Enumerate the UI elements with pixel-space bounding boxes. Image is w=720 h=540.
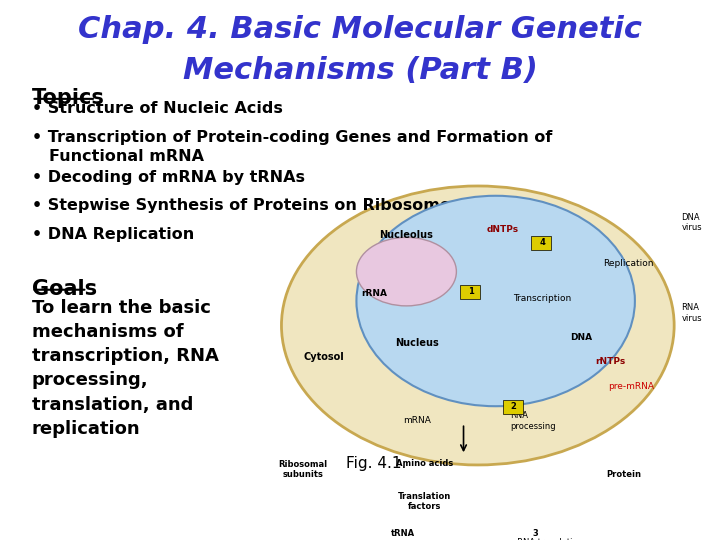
Ellipse shape [282, 186, 674, 465]
FancyBboxPatch shape [503, 400, 523, 414]
Text: • Transcription of Protein-coding Genes and Formation of: • Transcription of Protein-coding Genes … [32, 130, 552, 145]
Text: Cytosol: Cytosol [304, 353, 345, 362]
Text: Chap. 4. Basic Molecular Genetic: Chap. 4. Basic Molecular Genetic [78, 15, 642, 44]
Text: rRNA: rRNA [361, 289, 387, 298]
Text: Mechanisms (Part B): Mechanisms (Part B) [183, 56, 537, 85]
Text: Protein: Protein [607, 470, 642, 479]
Text: 2: 2 [510, 402, 516, 411]
Text: mRNA translation: mRNA translation [508, 538, 582, 540]
FancyBboxPatch shape [524, 527, 544, 540]
Text: Replication: Replication [603, 259, 653, 268]
Text: • Stepwise Synthesis of Proteins on Ribosomes: • Stepwise Synthesis of Proteins on Ribo… [32, 198, 460, 213]
Ellipse shape [356, 238, 456, 306]
Text: Translation
factors: Translation factors [397, 492, 451, 511]
Text: • Structure of Nucleic Acids: • Structure of Nucleic Acids [32, 102, 282, 116]
Text: 1: 1 [468, 287, 474, 296]
Text: Nucleus: Nucleus [395, 338, 439, 348]
Text: rNTPs: rNTPs [595, 357, 625, 366]
Text: Goals: Goals [32, 279, 96, 299]
Text: Functional mRNA: Functional mRNA [49, 149, 204, 164]
Text: To learn the basic
mechanisms of
transcription, RNA
processing,
translation, and: To learn the basic mechanisms of transcr… [32, 299, 218, 438]
Text: Transcription: Transcription [513, 294, 572, 302]
Text: pre-mRNA: pre-mRNA [608, 382, 654, 391]
FancyBboxPatch shape [460, 285, 480, 299]
Text: DNA: DNA [570, 333, 593, 342]
Text: RNA
processing: RNA processing [510, 411, 556, 430]
Text: mRNA: mRNA [403, 416, 431, 425]
Text: Amino acids: Amino acids [395, 458, 453, 468]
Text: Topics: Topics [32, 88, 104, 108]
Text: • DNA Replication: • DNA Replication [32, 227, 194, 241]
Text: • Decoding of mRNA by tRNAs: • Decoding of mRNA by tRNAs [32, 170, 305, 185]
FancyBboxPatch shape [531, 236, 552, 249]
Text: DNA
virus: DNA virus [681, 213, 702, 232]
Text: tRNA: tRNA [391, 529, 415, 538]
Text: Nucleolus: Nucleolus [379, 230, 433, 240]
Text: RNA
virus: RNA virus [681, 303, 702, 323]
Text: Fig. 4.1.: Fig. 4.1. [346, 456, 406, 471]
Text: Ribosomal
subunits: Ribosomal subunits [279, 460, 328, 480]
Text: 4: 4 [539, 238, 545, 247]
Text: dNTPs: dNTPs [487, 225, 519, 234]
Text: 3: 3 [532, 529, 538, 538]
Ellipse shape [356, 196, 635, 406]
